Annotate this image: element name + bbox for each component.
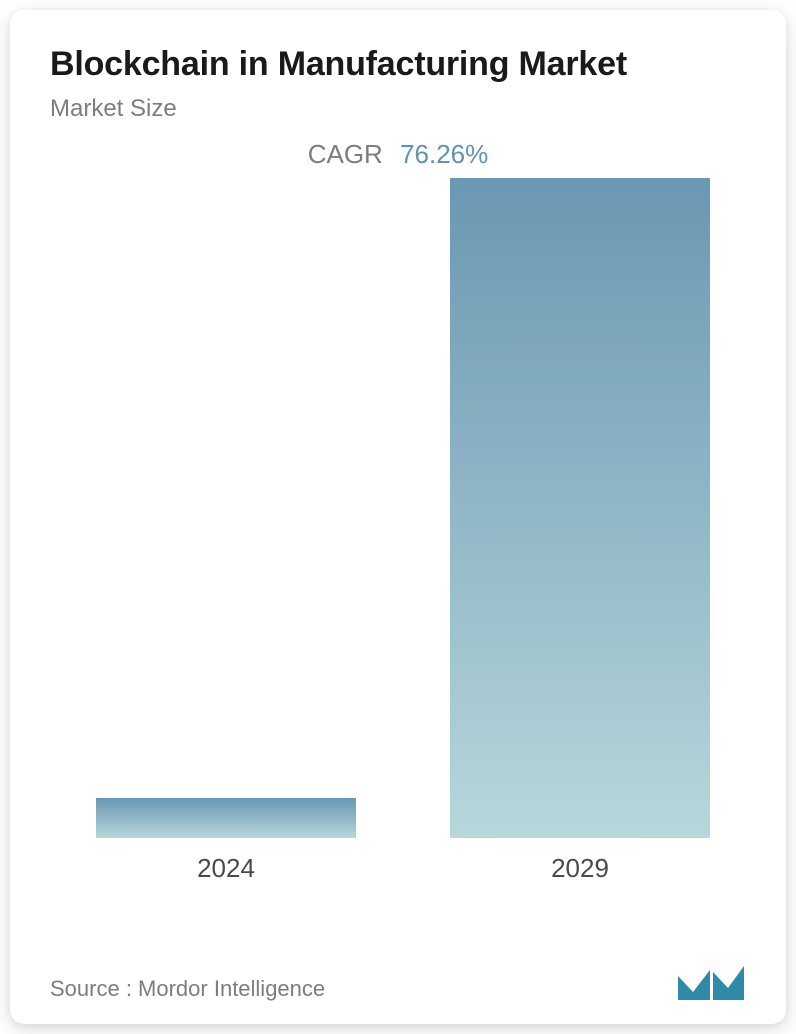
cagr-label: CAGR: [308, 139, 383, 169]
x-axis-label-2024: 2024: [96, 853, 356, 884]
cagr-row: CAGR 76.26%: [50, 139, 746, 170]
source-attribution: Source : Mordor Intelligence: [50, 976, 325, 1002]
bar-2024: [96, 798, 356, 838]
chart-title: Blockchain in Manufacturing Market: [50, 44, 746, 85]
bar-slot-2029: [450, 178, 710, 838]
chart-card: Blockchain in Manufacturing Market Marke…: [10, 10, 786, 1024]
chart-footer: Source : Mordor Intelligence: [50, 962, 746, 1002]
bar-chart: 2024 2029: [50, 174, 746, 894]
x-axis-label-2029: 2029: [450, 853, 710, 884]
chart-subtitle: Market Size: [50, 95, 746, 123]
bar-2029: [450, 178, 710, 838]
mordor-logo-icon: [676, 962, 746, 1002]
cagr-value: 76.26%: [400, 139, 488, 169]
bar-slot-2024: [96, 798, 356, 838]
